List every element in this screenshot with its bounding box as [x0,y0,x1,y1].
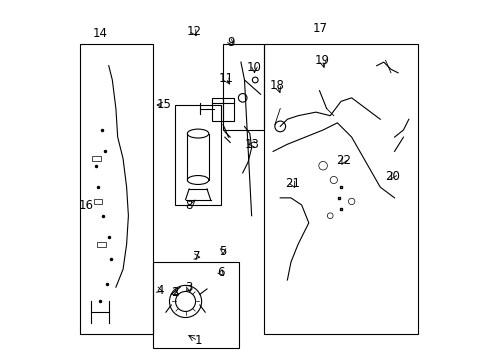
Bar [212,98,233,121]
Text: 19: 19 [314,54,329,67]
Bar [97,242,106,247]
Bar [94,199,102,204]
Text: 12: 12 [186,25,201,38]
Text: 9: 9 [227,36,234,49]
Text: 8: 8 [185,198,192,212]
Text: 5: 5 [219,245,226,258]
Bar [223,44,264,130]
Text: 4: 4 [157,284,164,297]
Bar [153,262,239,348]
Text: 18: 18 [269,79,284,92]
Text: 17: 17 [312,22,327,35]
Text: 21: 21 [285,177,300,190]
Text: 15: 15 [156,99,171,112]
Text: 7: 7 [192,250,200,263]
Text: 22: 22 [336,154,350,167]
Text: 6: 6 [217,266,224,279]
Text: 1: 1 [194,334,202,347]
Text: 11: 11 [218,72,233,85]
Text: 14: 14 [92,27,107,40]
Text: 13: 13 [244,138,259,151]
Bar [92,156,101,161]
Bar [175,105,221,205]
Text: 2: 2 [171,286,178,299]
Bar [80,44,153,334]
Text: 16: 16 [79,198,94,212]
Text: 3: 3 [185,281,192,294]
Text: 10: 10 [246,61,262,74]
Bar [264,44,417,334]
Text: 20: 20 [385,170,399,183]
